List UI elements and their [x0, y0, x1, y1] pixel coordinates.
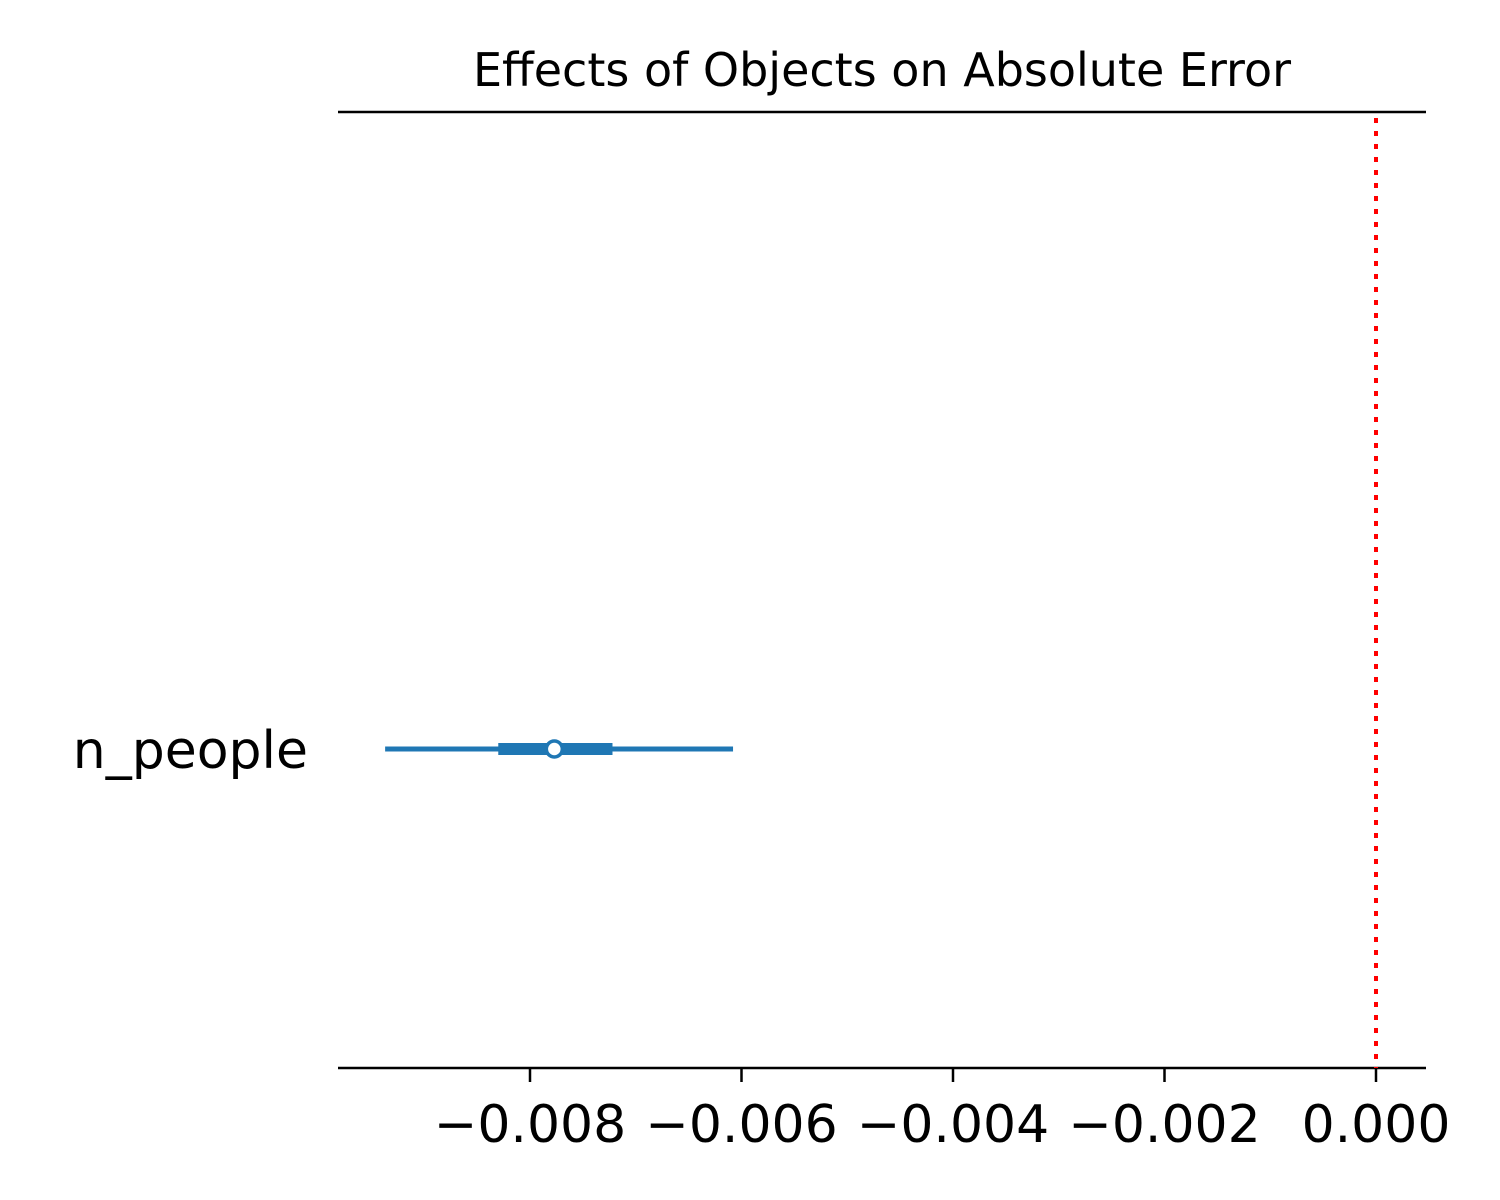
row-label: n_people — [73, 721, 308, 781]
forest-rows: n_people — [73, 721, 734, 781]
x-tick-label: −0.008 — [434, 1095, 626, 1155]
x-tick-label: −0.006 — [645, 1095, 837, 1155]
x-tick-label: −0.002 — [1068, 1095, 1260, 1155]
x-tick-label: −0.004 — [857, 1095, 1049, 1155]
chart-title: Effects of Objects on Absolute Error — [473, 43, 1291, 97]
x-tick-label: 0.000 — [1302, 1095, 1451, 1155]
point-estimate — [544, 739, 565, 759]
x-axis-ticks: −0.008 −0.006 −0.004 −0.002 0.000 — [434, 1068, 1451, 1155]
